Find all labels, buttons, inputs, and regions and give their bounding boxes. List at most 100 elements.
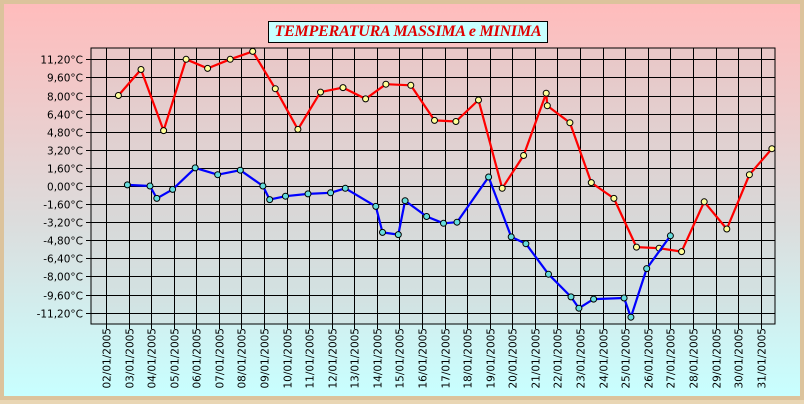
x-tick-label: 11/01/2005	[305, 328, 317, 389]
min-temperature-point	[643, 265, 651, 273]
x-tick-label: 03/01/2005	[125, 328, 137, 389]
y-tick-label: 0,00°C	[47, 182, 83, 194]
min-temperature-point	[440, 219, 447, 227]
min-temperature-point	[567, 293, 575, 301]
x-tick-label: 19/01/2005	[486, 328, 498, 389]
y-tick-label: 1,60°C	[47, 164, 83, 176]
x-tick-label: 30/01/2005	[734, 328, 746, 389]
max-temperature-point	[160, 127, 168, 135]
min-temperature-point	[453, 218, 461, 226]
x-tick-label: 02/01/2005	[102, 328, 114, 389]
min-temperature-point	[169, 185, 177, 193]
max-temperature-point	[520, 152, 528, 159]
max-temperature-point	[678, 248, 686, 256]
min-temperature-point	[394, 231, 402, 239]
y-tick-label: 8,00°C	[47, 92, 83, 104]
min-temperature-point	[266, 196, 274, 204]
min-temperature-point	[259, 182, 267, 190]
x-tick-label: 21/01/2005	[531, 328, 543, 389]
y-tick-label: 6,40°C	[47, 110, 83, 122]
temperature-chart: 11,20°C 9,60°C 8,00°C 6,40°C 4,80°C 3,20°C 1,6…	[37, 47, 776, 389]
x-tick-label: 14/01/2005	[373, 328, 385, 389]
max-temperature-point	[700, 198, 708, 206]
x-tick-label: 08/01/2005	[237, 328, 249, 389]
x-tick-label: 24/01/2005	[599, 328, 611, 389]
x-tick-label: 18/01/2005	[463, 328, 475, 389]
min-temperature-point	[545, 270, 552, 278]
max-temperature-point	[137, 66, 145, 73]
max-temperature-point	[226, 55, 234, 63]
min-temperature-point	[146, 182, 154, 190]
x-tick-label: 17/01/2005	[441, 328, 453, 389]
y-tick-label: -9,60°C	[43, 291, 83, 303]
max-temperature-point	[271, 85, 279, 93]
max-temperature-point	[452, 118, 460, 125]
x-tick-label: 26/01/2005	[644, 328, 656, 389]
max-temperature-point	[317, 88, 324, 96]
max-temperature-point	[745, 171, 753, 179]
y-tick-label: 9,60°C	[47, 73, 83, 85]
x-tick-label: 20/01/2005	[508, 328, 520, 389]
max-temperature-point	[204, 64, 212, 72]
min-temperature-point	[327, 189, 335, 197]
min-temperature-point	[401, 197, 409, 205]
min-temperature-point	[575, 304, 583, 312]
x-tick-label: 13/01/2005	[350, 328, 362, 389]
x-tick-label: 25/01/2005	[621, 328, 633, 389]
min-temperature-point	[372, 202, 380, 210]
x-tick-label: 31/01/2005	[757, 328, 769, 389]
min-temperature-point	[214, 171, 222, 179]
x-tick-label: 06/01/2005	[192, 328, 204, 389]
y-tick-label: -11,20°C	[37, 309, 83, 321]
x-tick-label: 12/01/2005	[328, 328, 340, 389]
max-temperature-point	[610, 194, 618, 202]
y-tick-label: 3,20°C	[47, 146, 83, 158]
min-temperature-point	[627, 313, 635, 321]
x-tick-label: 22/01/2005	[553, 328, 565, 389]
max-temperature-point	[542, 89, 550, 97]
max-temperature-point	[249, 47, 257, 55]
min-temperature-point	[123, 181, 131, 189]
y-tick-label: 11,20°C	[40, 55, 83, 67]
x-tick-label: 16/01/2005	[418, 328, 430, 389]
min-temperature-point	[341, 184, 349, 192]
x-tick-label: 07/01/2005	[215, 328, 227, 389]
max-temperature-point	[431, 116, 438, 124]
x-tick-label: 15/01/2005	[395, 328, 407, 389]
max-temperature-point	[362, 95, 370, 103]
min-temperature-point	[666, 232, 674, 240]
min-temperature-point	[620, 294, 628, 302]
y-tick-label: -3,20°C	[43, 218, 83, 230]
min-temperature-point	[522, 240, 530, 248]
min-temperature-point	[590, 295, 598, 303]
max-temperature-point	[723, 225, 731, 233]
min-temperature-point	[423, 213, 431, 220]
y-tick-label: -4,80°C	[43, 236, 83, 248]
max-temperature-point	[114, 92, 122, 99]
y-tick-label: -1,60°C	[43, 200, 83, 212]
min-temperature-point	[282, 192, 289, 200]
y-tick-label: -6,40°C	[43, 254, 83, 266]
min-temperature-point	[236, 166, 244, 174]
min-temperature-point	[304, 190, 312, 198]
max-temperature-point	[587, 179, 595, 187]
x-tick-label: 29/01/2005	[712, 328, 724, 389]
x-tick-label: 28/01/2005	[689, 328, 701, 389]
max-temperature-point	[543, 102, 551, 110]
x-tick-label: 23/01/2005	[576, 328, 588, 389]
max-temperature-point	[407, 81, 415, 89]
max-temperature-point	[382, 80, 390, 88]
max-temperature-point	[475, 96, 482, 104]
max-temperature-point	[768, 145, 776, 153]
max-temperature-point	[339, 84, 347, 92]
max-temperature-point	[633, 243, 640, 251]
max-temperature-point	[566, 119, 574, 127]
min-temperature-point	[379, 228, 386, 236]
y-tick-label: -8,00°C	[43, 272, 83, 284]
x-tick-label: 10/01/2005	[283, 328, 295, 389]
min-temperature-point	[485, 173, 493, 181]
x-tick-label: 27/01/2005	[666, 328, 678, 389]
max-temperature-point	[182, 55, 190, 63]
min-temperature-point	[507, 233, 515, 241]
